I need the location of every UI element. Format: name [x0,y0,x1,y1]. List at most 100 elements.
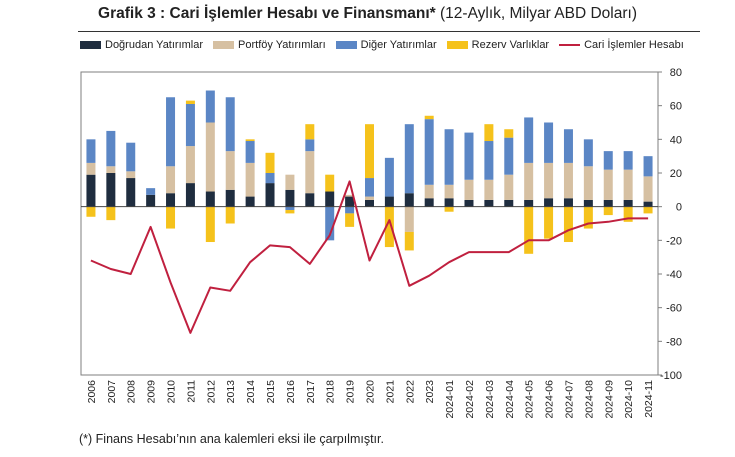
legend-label-portfolio: Portföy Yatırımları [238,39,326,51]
bar-segment-2 [643,156,653,177]
bar-segment-3 [285,210,295,214]
y-tick-label: -60 [666,303,682,315]
bar-segment-1 [623,169,633,200]
bar-segment-0 [643,201,653,207]
bar-segment-2 [524,117,534,163]
bar-segment-0 [464,199,474,207]
y-tick-label: 0 [676,202,682,214]
bar-segment-0 [544,198,554,207]
bar-segment-0 [603,199,613,207]
x-tick-label: 2021 [384,380,396,404]
x-tick-label: 2024-01 [444,380,456,419]
bar-segment-2 [345,206,355,214]
y-tick-label: 80 [670,67,682,79]
legend-swatch-portfolio [213,41,235,49]
bar-segment-0 [245,196,255,207]
bar-segment-2 [484,141,494,180]
bar-segment-0 [563,198,573,207]
bar-segment-1 [424,184,434,199]
bar-segment-0 [305,193,315,207]
bar-segment-1 [444,184,454,199]
bar-segment-1 [504,174,514,200]
bar-segment-1 [404,206,414,232]
bar-segment-0 [205,191,215,207]
bar-segment-1 [245,162,255,197]
bar-segment-1 [365,196,374,200]
legend-label-current-account: Cari İşlemler Hesabı [584,39,684,51]
x-tick-label: 2010 [166,380,178,404]
x-tick-label: 2024-11 [643,380,655,418]
bar-segment-0 [384,196,394,207]
x-tick-label: 2024-05 [524,380,536,419]
x-tick-label: 2024-09 [603,380,615,419]
bar-segment-1 [166,166,176,194]
legend-swatch-reserve [446,41,468,49]
x-tick-label: 2024-08 [583,380,595,419]
x-tick-label: 2008 [126,380,138,404]
bar-segment-2 [265,173,275,184]
bar-segment-3 [504,129,514,138]
bar-segment-3 [384,206,394,248]
plot-frame [80,71,659,376]
bar-segment-1 [345,194,355,197]
x-tick-label: 2013 [225,380,237,404]
legend-item-other: Diğer Yatırımlar [335,39,437,51]
bar-segment-0 [424,198,434,207]
bar-segment-1 [544,162,554,199]
x-tick-label: 2007 [106,380,118,404]
bar-segment-2 [305,139,315,152]
bar-segment-2 [185,103,195,147]
y-tick-label: -40 [666,269,682,281]
bar-segment-1 [126,171,136,179]
bar-segment-3 [623,206,633,222]
bar-segment-1 [86,162,96,175]
bar-segment-3 [444,206,454,212]
x-tick-label: 2015 [265,380,277,404]
x-tick-label: 2024-07 [563,380,575,419]
bar-segment-2 [205,90,215,123]
bar-segment-2 [384,157,394,197]
bar-segment-2 [464,132,474,180]
y-tick-label: 60 [670,101,682,113]
chart-title-units: (12-Aylık, Milyar ABD Doları) [435,5,637,22]
bar-segment-1 [583,166,593,200]
bar-segment-0 [285,189,295,207]
bar-segment-3 [404,231,414,251]
bar-segment-3 [583,206,593,229]
bar-segment-2 [126,142,136,172]
bar-segment-1 [205,122,215,192]
bar-segment-3 [365,124,374,179]
bar-segment-2 [544,122,554,163]
x-tick-label: 2024-02 [464,380,476,419]
legend-item-current-account: Cari İşlemler Hesabı [559,39,684,51]
bar-segment-3 [166,206,176,229]
current-account-line [90,180,649,334]
x-tick-label: 2019 [345,380,357,404]
bar-segment-1 [464,179,474,200]
bar-segment-2 [583,139,593,167]
x-tick-label: 2020 [365,380,377,404]
bar-segment-1 [305,151,315,194]
x-tick-label: 2011 [185,380,197,403]
bar-segment-3 [325,174,335,192]
legend-label-fdi: Doğrudan Yatırımlar [105,39,204,51]
title-divider [78,31,700,32]
y-tick-label: 40 [670,134,682,146]
bar-segment-2 [404,124,414,194]
bar-segment-3 [185,100,195,104]
bar-segment-0 [504,199,514,207]
bar-segment-0 [106,173,116,207]
bar-segment-2 [86,139,96,163]
legend-item-portfolio: Portföy Yatırımları [213,39,326,51]
bar-segment-3 [345,213,355,227]
bar-segment-2 [424,119,434,185]
bar-segment-1 [603,169,613,200]
legend-item-fdi: Doğrudan Yatırımlar [80,39,203,51]
bar-segment-3 [305,124,315,140]
bar-segment-2 [623,151,633,170]
legend-item-reserve: Rezerv Varlıklar [446,39,549,51]
bar-segment-2 [106,130,116,167]
legend-line-current-account [559,44,581,46]
x-tick-label: 2023 [424,380,436,404]
